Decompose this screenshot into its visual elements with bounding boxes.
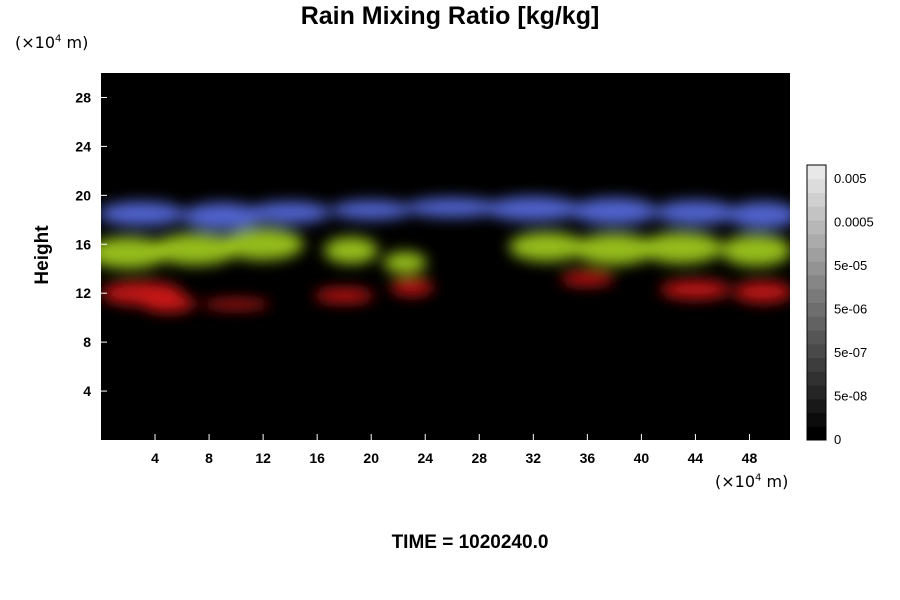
y-axis-label: Height: [32, 225, 53, 285]
colorbar-segment: [807, 343, 826, 358]
band-yellow-green: [101, 236, 169, 269]
band-blue: [182, 202, 264, 230]
colorbar-segment: [807, 412, 826, 427]
colorbar-segment: [807, 233, 826, 248]
band-blue: [727, 201, 790, 229]
x-tick-label: 28: [471, 450, 487, 466]
y-tick-label: 8: [83, 334, 91, 350]
band-yellow-green: [573, 233, 655, 266]
x-tick-label: 40: [634, 450, 650, 466]
colorbar-segment: [807, 398, 826, 413]
colorbar-frame: [806, 164, 827, 441]
colorbar-segment: [807, 261, 826, 276]
colorbar-segment: [807, 206, 826, 221]
band-red: [141, 293, 196, 313]
band-red: [314, 288, 374, 303]
y-tick-label: 12: [75, 285, 91, 301]
x-tick-label: 8: [205, 450, 213, 466]
x-tick-label: 44: [688, 450, 704, 466]
band-blue: [486, 196, 581, 222]
x-tick-label: 24: [417, 450, 433, 466]
colorbar-segment: [807, 178, 826, 193]
x-tick-label: 16: [309, 450, 325, 466]
band-blue: [101, 201, 185, 226]
colorbar-label: 0: [834, 432, 841, 447]
colorbar-label: 5e-06: [834, 302, 867, 317]
band-blue: [330, 200, 412, 220]
colorbar-segment: [807, 220, 826, 235]
band-yellow-green: [222, 228, 304, 261]
y-tick-label: 20: [75, 187, 91, 203]
x-tick-label: 12: [255, 450, 271, 466]
colorbar-segment: [807, 426, 826, 441]
colorbar-segment: [807, 302, 826, 317]
band-blue: [571, 197, 658, 225]
y-tick-label: 24: [75, 138, 91, 154]
band-blue: [404, 197, 500, 218]
band-yellow-green: [721, 234, 790, 267]
colorbar-segment: [807, 165, 826, 180]
x-tick-label: 4: [151, 450, 159, 466]
colorbar-segment: [807, 275, 826, 290]
colorbar-segment: [807, 288, 826, 303]
band-red: [733, 280, 790, 303]
band-blue: [654, 200, 736, 225]
time-label: TIME = 1020240.0: [391, 532, 549, 553]
x-tick-label: 20: [363, 450, 379, 466]
colorbar-segment: [807, 316, 826, 331]
colorbar-label: 0.005: [834, 171, 867, 186]
colorbar-segment: [807, 371, 826, 386]
band-blue: [249, 201, 331, 224]
colorbar-segment: [807, 357, 826, 372]
y-tick-label: 16: [75, 236, 91, 252]
colorbar-label: 5e-07: [834, 345, 867, 360]
chart-title: Rain Mixing Ratio [kg/kg]: [300, 2, 600, 30]
x-tick-label: 48: [742, 450, 758, 466]
x-tick-label: 32: [526, 450, 542, 466]
colorbar-segment: [807, 330, 826, 345]
band-yellow-green: [152, 233, 239, 266]
x-axis-unit: (×104 m): [715, 472, 789, 491]
colorbar-label: 5e-05: [834, 258, 867, 273]
band-red: [390, 278, 434, 296]
y-tick-label: 28: [75, 89, 91, 105]
band-yellow-green: [383, 251, 427, 274]
band-yellow-green: [508, 232, 585, 262]
colorbar-label: 0.0005: [834, 215, 874, 230]
y-tick-label: 4: [83, 383, 91, 399]
colorbar-label: 5e-08: [834, 389, 867, 404]
band-yellow-green: [323, 236, 378, 264]
y-axis-unit: (×104 m): [15, 33, 89, 52]
x-tick-label: 36: [580, 450, 596, 466]
colorbar-segment: [807, 247, 826, 262]
band-red: [560, 271, 615, 286]
colorbar: 0.005 0.0005 5e-05 5e-06 5e-07 5e-08 0: [806, 164, 874, 447]
colorbar-segment: [807, 385, 826, 400]
band-red: [202, 299, 270, 310]
colorbar-segment: [807, 192, 826, 207]
band-yellow-green: [641, 232, 723, 264]
band-red: [660, 279, 731, 300]
